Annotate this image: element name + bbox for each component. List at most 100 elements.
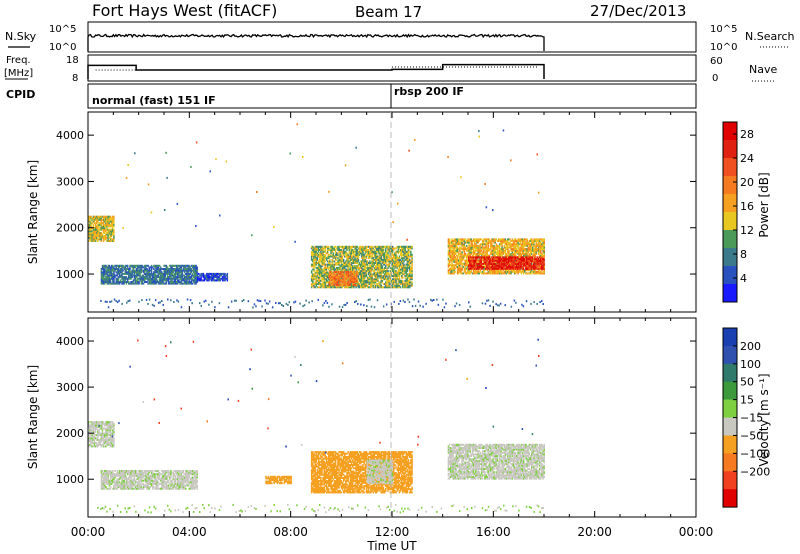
cpid-mode-1: normal (fast) 151 IF	[92, 94, 216, 107]
nave-tick-top: 60	[710, 56, 723, 67]
colorbar-swatch	[723, 266, 737, 285]
colorbar-tick-label: 16	[740, 200, 754, 213]
near-range-scatter	[97, 503, 544, 514]
freq-tick-bottom: 8	[72, 73, 78, 84]
colorbar-tick-label: 12	[740, 224, 754, 237]
x-tick-label: 12:00	[375, 525, 410, 539]
colorbar-tick-label: 8	[740, 248, 747, 261]
colorbar-tick-label: 200	[740, 340, 761, 353]
nsky-panel: N.Sky 10^5 10^0 10^5 10^0 N.Search	[5, 21, 795, 53]
colorbar-tick-label: 24	[740, 152, 754, 165]
station-title: Fort Hays West (fitACF)	[92, 1, 277, 20]
velocity-colorbar: 200 100 50 15 −15 −50 −100 −200	[722, 327, 770, 508]
colorbar-tick-label: −100	[740, 447, 770, 460]
nsky-trace	[87, 33, 545, 51]
x-tick-label: 08:00	[273, 525, 308, 539]
colorbar-swatch	[723, 176, 737, 195]
nsearch-label: N.Search	[745, 30, 795, 43]
x-tick-labels: 00:00 04:00 08:00 12:00 16:00 20:00 00:00	[71, 525, 714, 539]
power-colorbar: 4 8 12 16 20 24 28	[722, 121, 754, 303]
colorbar-tick-label: 20	[740, 176, 754, 189]
colorbar-tick-label: 4	[740, 272, 747, 285]
nave-trace	[95, 66, 539, 71]
colorbar-swatch	[723, 381, 737, 400]
colorbar-swatch	[723, 345, 737, 365]
y-tick-label: 3000	[56, 381, 84, 394]
colorbar-swatch	[723, 489, 737, 508]
data-region-4	[328, 271, 358, 286]
y-tick-label: 4000	[56, 129, 84, 142]
data-region-3	[310, 451, 413, 494]
velocity-colorbar-label: Velocity [m s⁻¹]	[757, 373, 771, 466]
nsearch-tick-top: 10^5	[710, 24, 737, 35]
data-region-0	[88, 421, 115, 448]
x-tick-label: 00:00	[679, 525, 714, 539]
x-tick-label: 00:00	[71, 525, 106, 539]
velocity-ylabel: Slant Range [km]	[26, 365, 40, 469]
colorbar-tick-label: −15	[740, 412, 763, 425]
colorbar-swatch	[723, 435, 737, 454]
velocity-axes: 1000 2000 3000 4000	[56, 318, 697, 517]
colorbar-swatch	[723, 194, 737, 213]
colorbar-swatch	[723, 417, 737, 436]
colorbar-swatch	[723, 399, 737, 418]
sparse-echoes	[122, 123, 540, 243]
x-tick-label: 16:00	[476, 525, 511, 539]
colorbar-swatch	[723, 122, 737, 141]
freq-panel: Freq. [MHz] 18 8 60 0 Nave	[4, 54, 777, 84]
y-tick-label: 4000	[56, 335, 84, 348]
colorbar-tick-label: −200	[740, 465, 770, 478]
data-region-2	[196, 272, 229, 282]
data-region-1	[100, 264, 198, 285]
colorbar-swatch	[723, 158, 737, 177]
freq-label-line2: [MHz]	[4, 68, 33, 79]
colorbar-tick-label: −50	[740, 429, 763, 442]
colorbar-swatch	[723, 248, 737, 267]
colorbar-swatch	[723, 230, 737, 249]
colorbar-tick-label: 100	[740, 358, 761, 371]
data-region-6	[468, 256, 545, 270]
data-region-2	[265, 475, 292, 485]
nave-label: Nave	[749, 63, 777, 76]
data-region-1	[100, 470, 198, 490]
nsky-label: N.Sky	[5, 30, 37, 43]
data-region-4	[366, 459, 394, 485]
colorbar-swatch	[723, 363, 737, 382]
colorbar-swatch	[723, 140, 737, 159]
cpid-mode-2: rbsp 200 IF	[394, 85, 464, 98]
power-axes: 1000 2000 3000 4000	[56, 112, 697, 312]
freq-tick-top: 18	[66, 55, 79, 66]
velocity-panel: 1000 2000 3000 4000 Slant Range [km] 200 100…	[26, 317, 771, 518]
nave-tick-bottom: 0	[712, 73, 718, 84]
x-tick-label: 20:00	[577, 525, 612, 539]
y-tick-label: 2000	[56, 222, 84, 235]
power-ylabel: Slant Range [km]	[26, 160, 40, 264]
y-tick-label: 3000	[56, 175, 84, 188]
colorbar-tick-label: 50	[740, 376, 754, 389]
sparse-echoes	[98, 338, 540, 454]
cpid-label: CPID	[6, 88, 35, 101]
beam-label: Beam 17	[355, 3, 422, 21]
colorbar-swatch	[723, 328, 737, 347]
data-region-5	[447, 443, 545, 480]
data-region-0	[88, 215, 115, 242]
colorbar-tick-label: 28	[740, 128, 754, 141]
colorbar-swatch	[723, 453, 737, 472]
nsearch-tick-bottom: 10^0	[710, 42, 737, 53]
velocity-data	[88, 338, 545, 514]
y-tick-label: 2000	[56, 427, 84, 440]
x-tick-label: 04:00	[172, 525, 207, 539]
date-label: 27/Dec/2013	[590, 2, 686, 20]
nsky-tick-bottom: 10^0	[49, 42, 76, 53]
power-data	[88, 123, 545, 309]
colorbar-swatch	[723, 284, 737, 303]
colorbar-tick-label: 15	[740, 394, 754, 407]
freq-label-line1: Freq.	[6, 55, 31, 66]
cpid-panel: CPID normal (fast) 151 IF rbsp 200 IF	[6, 83, 697, 109]
power-panel: 1000 2000 3000 4000 Slant Range [km] 4 8 12 16…	[26, 111, 771, 313]
x-axis-label: Time UT	[366, 539, 417, 553]
y-tick-label: 1000	[56, 268, 84, 281]
y-tick-label: 1000	[56, 473, 84, 486]
colorbar-swatch	[723, 212, 737, 231]
